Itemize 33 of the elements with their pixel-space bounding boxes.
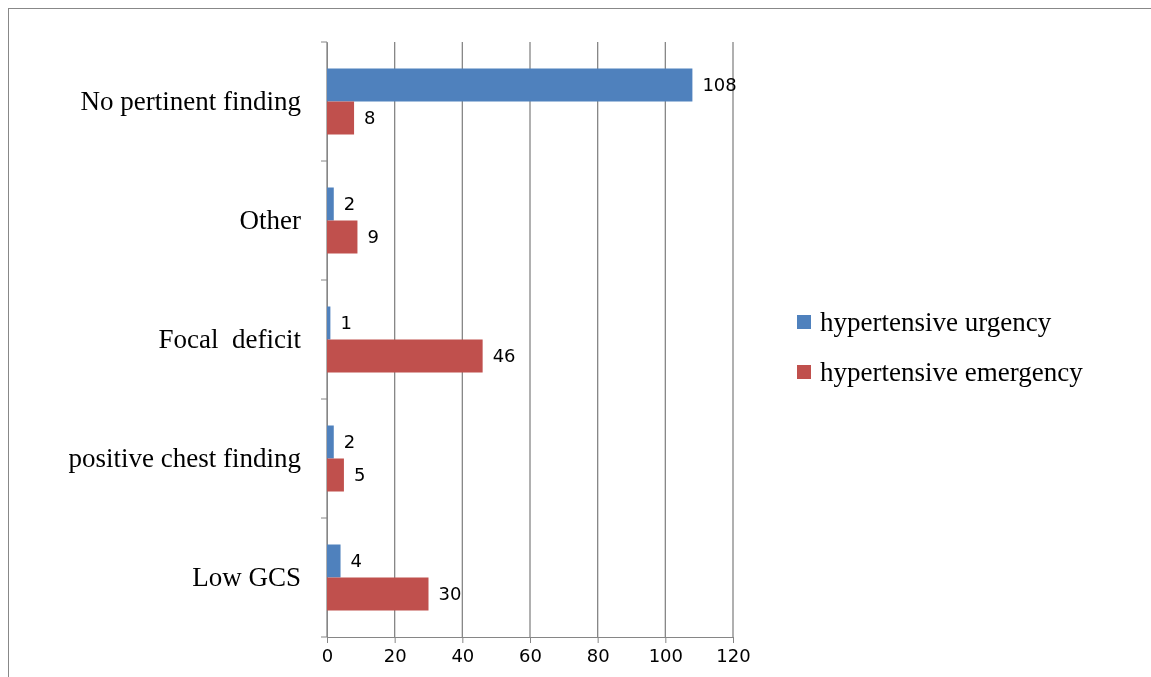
bar: [327, 187, 334, 221]
x-tick-label: 60: [519, 645, 542, 667]
legend-label: hypertensive urgency: [820, 307, 1052, 338]
data-label: 46: [492, 345, 516, 367]
bar: [327, 220, 358, 254]
x-tick-label: 40: [451, 645, 475, 667]
data-label: 9: [367, 226, 379, 248]
bar: [327, 458, 344, 492]
data-label: 8: [364, 107, 376, 129]
data-label: 2: [343, 431, 356, 453]
data-label: 108: [702, 74, 737, 96]
x-tick-label: 0: [321, 645, 334, 667]
y-tick-label: positive chest finding: [68, 443, 301, 474]
x-tick-label: 120: [716, 645, 751, 667]
legend-label: hypertensive emergency: [820, 357, 1084, 388]
bar: [327, 339, 483, 373]
y-tick-label: Low GCS: [192, 562, 301, 593]
y-tick-label: Focal deficit: [158, 324, 302, 355]
data-label: 30: [438, 583, 462, 605]
bar: [327, 577, 429, 611]
bar: [327, 544, 341, 578]
data-label: 2: [343, 193, 356, 215]
x-tick-label: 20: [383, 645, 407, 667]
data-label: 5: [353, 464, 366, 486]
x-tick-label: 100: [648, 645, 684, 667]
bar: [327, 68, 693, 102]
data-label: 4: [350, 550, 362, 572]
y-tick-label: No pertinent finding: [80, 86, 301, 117]
data-label: 1: [340, 312, 352, 334]
y-tick-label: Other: [239, 205, 301, 236]
bar: [327, 425, 334, 459]
x-tick-label: 80: [586, 645, 610, 667]
bar: [327, 101, 355, 135]
